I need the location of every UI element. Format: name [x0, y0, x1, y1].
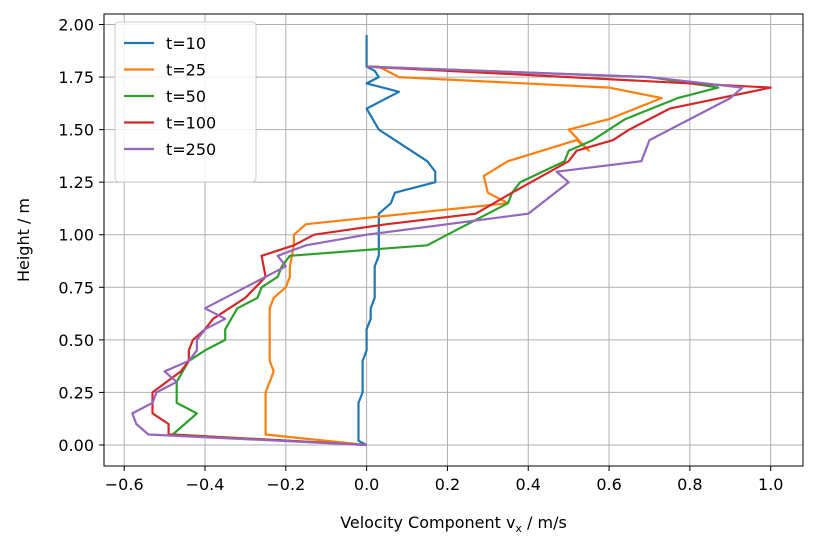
- y-tick-label: 1.00: [58, 226, 94, 245]
- x-axis-label-unit: / m/s: [522, 513, 567, 532]
- y-axis: 0.00 0.25 0.50 0.75 1.00 1.25 1.50 1.75 2.00: [58, 16, 104, 455]
- legend-label: t=250: [166, 140, 216, 159]
- x-tick-label: −0.6: [105, 475, 144, 494]
- x-axis-label: Velocity Component vx / m/s: [340, 513, 567, 535]
- x-axis-label-symbol: v: [506, 513, 515, 532]
- x-tick-label: 0.4: [516, 475, 541, 494]
- x-axis-label-subscript: x: [515, 522, 522, 535]
- x-tick-label: −0.4: [186, 475, 225, 494]
- y-tick-label: 1.75: [58, 68, 94, 87]
- y-tick-label: 0.75: [58, 278, 94, 297]
- legend: t=10 t=25 t=50 t=100 t=250: [114, 21, 257, 183]
- y-tick-label: 0.00: [58, 436, 94, 455]
- y-tick-label: 1.25: [58, 173, 94, 192]
- x-tick-label: −0.2: [266, 475, 305, 494]
- series-line-t=250: [131, 65, 744, 447]
- legend-label: t=100: [166, 114, 216, 133]
- legend-label: t=10: [166, 34, 206, 53]
- y-tick-label: 0.25: [58, 383, 94, 402]
- series-line-t=10: [357, 35, 437, 446]
- x-tick-label: 1.0: [758, 475, 783, 494]
- x-axis-label-text: Velocity Component: [340, 513, 501, 532]
- legend-label: t=25: [166, 61, 206, 80]
- y-tick-label: 0.50: [58, 331, 94, 350]
- x-tick-label: 0.6: [596, 475, 621, 494]
- series-line-t=25: [264, 65, 663, 447]
- plot-frame: [103, 13, 804, 467]
- x-tick-label: 0.8: [677, 475, 702, 494]
- y-axis-label: Height / m: [14, 198, 33, 282]
- grid: [104, 14, 803, 466]
- x-axis: −0.6 −0.4 −0.2 0.0 0.2 0.4 0.6 0.8 1.0: [105, 466, 783, 494]
- x-tick-label: 0.2: [435, 475, 460, 494]
- legend-label: t=50: [166, 87, 206, 106]
- y-tick-label: 2.00: [58, 16, 94, 35]
- y-tick-label: 1.50: [58, 121, 94, 140]
- x-tick-label: 0.0: [354, 475, 379, 494]
- series-layer: [131, 35, 772, 447]
- legend-box: [114, 21, 257, 183]
- series-line-t=50: [171, 65, 720, 447]
